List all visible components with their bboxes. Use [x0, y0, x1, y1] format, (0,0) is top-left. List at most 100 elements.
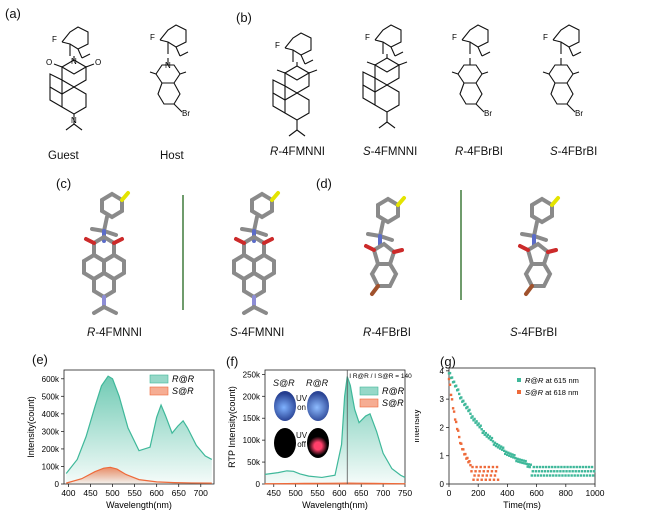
- data-point: [475, 420, 478, 423]
- oxygen-label-guest-2: O: [95, 58, 101, 67]
- data-point: [488, 478, 492, 481]
- data-point: [486, 433, 490, 437]
- caption-b-s-4fmnni: S-4FMNNI: [363, 146, 418, 158]
- y-tick-label: 100k: [42, 462, 60, 471]
- panel-label-c: (c): [56, 176, 72, 191]
- data-point: [536, 474, 540, 477]
- x-tick-label: 650: [172, 488, 186, 498]
- data-point: [581, 465, 585, 469]
- data-point: [574, 470, 577, 473]
- data-point: [557, 465, 560, 469]
- caption-b-r-4fbrbi: R-4FBrBI: [455, 146, 503, 158]
- legend-marker-0: [517, 378, 521, 382]
- bromine-label-host: Br: [182, 109, 190, 118]
- data-point: [556, 470, 559, 473]
- data-point: [591, 474, 595, 477]
- y-tick-label: 0: [256, 480, 261, 489]
- data-point: [547, 465, 551, 469]
- legend-swatch-s-at-r: [359, 398, 379, 408]
- y-tick-label: 150k: [243, 414, 261, 423]
- y-tick-label: 0: [440, 480, 445, 489]
- crystal-s-4fmnni: [234, 193, 278, 313]
- data-point: [468, 408, 471, 412]
- data-point: [551, 465, 554, 469]
- uv-on-label: UV on: [296, 394, 308, 412]
- data-point: [560, 465, 563, 469]
- data-point: [545, 474, 549, 477]
- x-tick-label: 400: [500, 488, 514, 498]
- data-point: [466, 405, 469, 409]
- series-points-r-at-r: [447, 371, 596, 477]
- data-point: [548, 474, 552, 477]
- x-tick-label: 550: [127, 488, 141, 498]
- crystal-s-4fbrbi: [520, 198, 558, 294]
- data-point: [476, 423, 479, 427]
- data-point: [478, 470, 481, 473]
- data-point: [534, 470, 538, 473]
- data-point: [568, 470, 571, 473]
- data-point: [491, 440, 495, 443]
- chart-f-rtp: 450 500 550 600 650 700 750 0 50k 100k 150k 200k 250…: [227, 369, 412, 510]
- data-point: [492, 443, 496, 446]
- data-point: [454, 420, 458, 424]
- uv-off-label: UV off: [296, 431, 308, 449]
- data-point: [491, 465, 495, 469]
- data-point: [496, 478, 500, 481]
- uv-on-vial-s: [274, 391, 296, 421]
- legend-label-1: S@R at 618 nm: [525, 388, 579, 397]
- data-point: [520, 458, 523, 462]
- series-line-s-at-r: [66, 466, 212, 484]
- legend-label-r-at-r: R@R: [172, 374, 195, 384]
- data-point: [462, 399, 465, 403]
- series-area-r-at-r: [66, 376, 212, 484]
- data-point: [495, 442, 499, 446]
- caption-d-s-4fbrbi: S-4FBrBI: [510, 327, 558, 339]
- data-point: [523, 462, 526, 465]
- data-point: [494, 470, 498, 473]
- data-point: [475, 465, 478, 469]
- data-point: [484, 478, 487, 481]
- data-point: [451, 407, 455, 410]
- data-point: [567, 474, 570, 477]
- data-point: [552, 474, 555, 477]
- crystal-structures-panel: [0, 190, 650, 335]
- series-points-s-at-r: [447, 377, 500, 481]
- x-tick-label: 600: [150, 488, 164, 498]
- nitrogen-label-guest-2: N: [71, 116, 77, 125]
- data-point: [505, 450, 508, 454]
- panel-label-f: (f): [226, 354, 239, 369]
- data-point: [473, 474, 476, 477]
- fluorine-label-b2: F: [365, 33, 370, 42]
- x-tick-label: 800: [559, 488, 573, 498]
- data-point: [447, 377, 451, 381]
- data-point: [455, 427, 459, 431]
- data-point: [493, 441, 497, 445]
- panel-label-a: (a): [5, 6, 21, 21]
- data-point: [522, 459, 525, 462]
- data-point: [460, 396, 463, 399]
- data-point: [493, 474, 497, 477]
- x-axis-label: Wavelength(nm): [302, 500, 368, 510]
- y-axis-label: Intensity(count): [26, 396, 36, 458]
- data-point: [450, 376, 454, 379]
- data-point: [499, 445, 503, 448]
- data-point: [479, 465, 482, 469]
- data-point: [487, 437, 491, 440]
- data-point: [456, 388, 460, 391]
- legend-label-0: R@R at 615 nm: [525, 376, 579, 385]
- data-point: [470, 416, 473, 419]
- uv-on-vial-r: [307, 391, 329, 421]
- data-point: [528, 465, 531, 469]
- data-point: [513, 454, 516, 457]
- caption-d-r-4fbrbi: R-4FBrBI: [363, 327, 411, 339]
- data-point: [579, 474, 583, 477]
- data-point: [566, 465, 569, 469]
- data-point: [498, 447, 502, 450]
- x-tick-label: 700: [194, 488, 208, 498]
- data-point: [510, 455, 513, 458]
- data-point: [484, 431, 487, 435]
- y-tick-label: 0: [55, 480, 60, 489]
- data-point: [490, 470, 494, 473]
- s-4fbrbi-structure: F Br: [542, 24, 583, 118]
- data-point: [473, 417, 476, 421]
